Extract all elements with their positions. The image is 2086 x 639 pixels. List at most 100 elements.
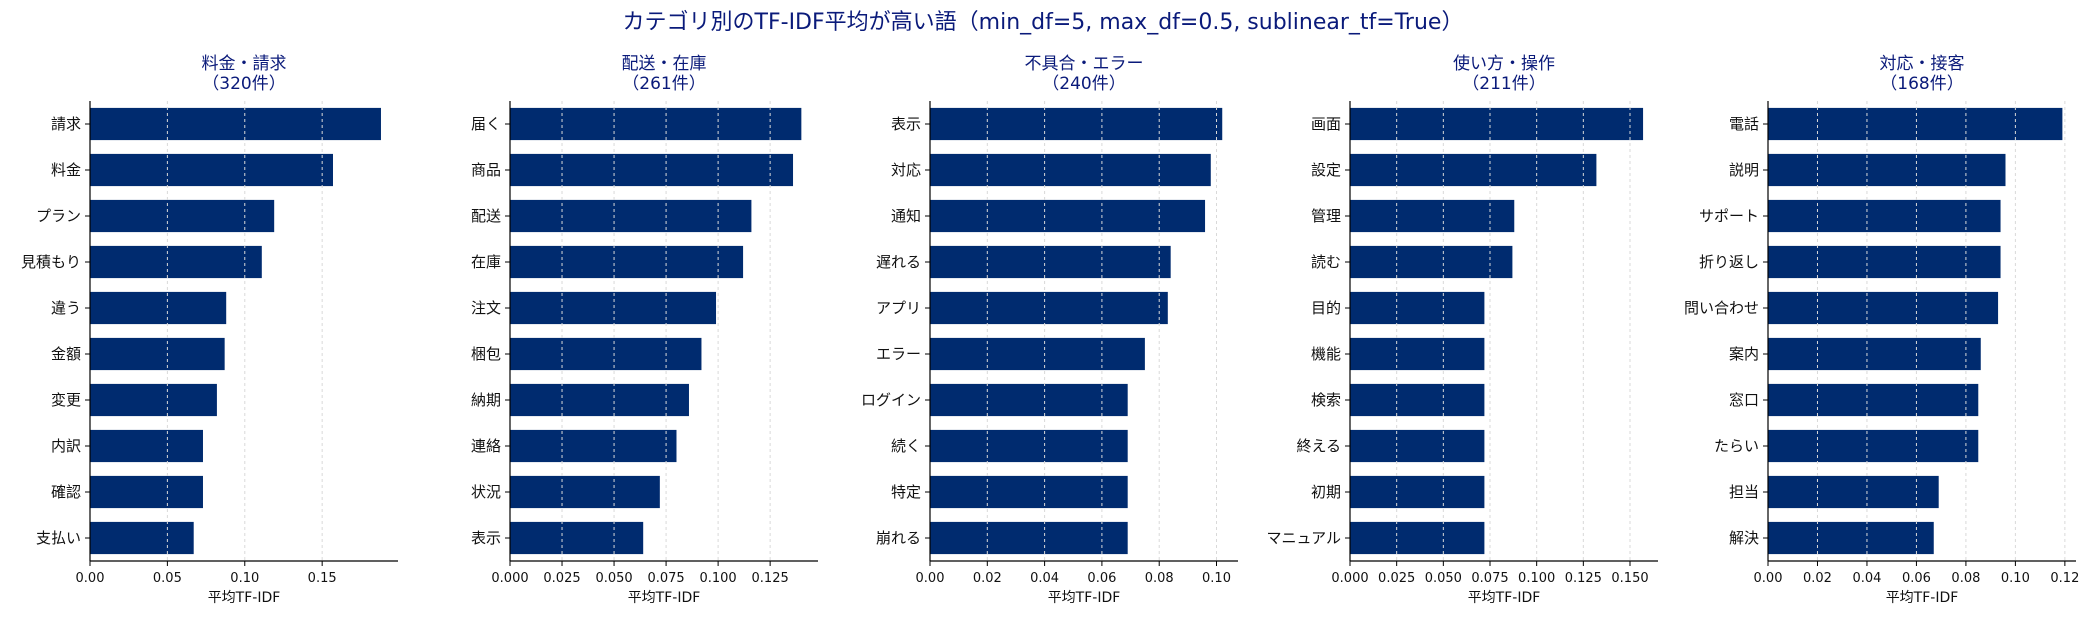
category-label: 通知: [891, 207, 921, 225]
x-tick-label: 0.10: [1202, 571, 1231, 586]
category-label: 支払い: [36, 529, 81, 547]
bar: [90, 153, 333, 187]
x-tick-label: 0.06: [1087, 571, 1116, 586]
bar: [90, 107, 381, 141]
x-tick-label: 0.04: [1852, 571, 1881, 586]
x-axis-label: 平均TF-IDF: [1048, 590, 1121, 606]
chart-subtitle: （168件）: [1880, 74, 1963, 94]
chart-subtitle: （261件）: [622, 74, 705, 94]
bar: [90, 337, 225, 371]
bar: [90, 199, 275, 233]
category-label: 解決: [1729, 529, 1759, 547]
bar: [510, 475, 660, 509]
chart-title: 配送・在庫: [622, 54, 707, 74]
category-label: 料金: [51, 161, 81, 179]
bar: [1768, 245, 2001, 279]
x-tick-label: 0.050: [1425, 571, 1462, 586]
bar: [1350, 521, 1485, 555]
x-tick-label: 0.125: [752, 571, 789, 586]
category-label: サポート: [1699, 207, 1759, 225]
category-label: 管理: [1311, 207, 1341, 225]
x-tick-label: 0.075: [647, 571, 684, 586]
category-label: アプリ: [876, 299, 921, 317]
x-tick-label: 0.10: [2001, 571, 2030, 586]
bar: [1768, 475, 1939, 509]
category-label: 表示: [891, 115, 921, 133]
x-axis-label: 平均TF-IDF: [628, 590, 701, 606]
category-label: 窓口: [1729, 391, 1759, 409]
bar: [930, 475, 1128, 509]
bar: [1350, 199, 1515, 233]
bar: [510, 291, 717, 325]
category-label: 表示: [471, 529, 501, 547]
category-label: 機能: [1311, 345, 1341, 363]
bar: [510, 153, 794, 187]
bar: [1350, 337, 1485, 371]
x-tick-label: 0.02: [1803, 571, 1832, 586]
bar: [90, 475, 203, 509]
bar: [930, 199, 1206, 233]
bar: [1768, 291, 1999, 325]
x-tick-label: 0.100: [1518, 571, 1555, 586]
category-label: 電話: [1729, 115, 1759, 133]
category-label: 説明: [1729, 161, 1759, 179]
x-tick-label: 0.05: [153, 571, 182, 586]
category-label: 届く: [471, 115, 501, 133]
bar: [510, 383, 689, 417]
chart-title: 対応・接客: [1880, 54, 1965, 74]
bar: [930, 521, 1128, 555]
category-label: 画面: [1311, 115, 1341, 133]
x-tick-label: 0.08: [1951, 571, 1980, 586]
category-label: 崩れる: [876, 529, 921, 547]
category-label: 見積もり: [21, 253, 81, 271]
x-axis-label: 平均TF-IDF: [1886, 590, 1959, 606]
category-label: 在庫: [471, 253, 501, 271]
bar: [1350, 153, 1597, 187]
bar: [510, 245, 744, 279]
bar: [510, 107, 802, 141]
bar: [90, 245, 262, 279]
x-tick-label: 0.10: [230, 571, 259, 586]
bar: [1350, 383, 1485, 417]
bar: [1768, 429, 1979, 463]
bar: [930, 153, 1211, 187]
category-label: 初期: [1311, 483, 1341, 501]
x-tick-label: 0.00: [916, 571, 945, 586]
bar: [510, 337, 702, 371]
bar: [930, 245, 1171, 279]
category-label: 請求: [51, 115, 81, 133]
bar: [1768, 199, 2001, 233]
category-label: 検索: [1311, 391, 1341, 409]
category-label: 案内: [1729, 345, 1759, 363]
x-tick-label: 0.15: [308, 571, 337, 586]
category-label: 内訳: [51, 437, 81, 455]
category-label: 違う: [51, 299, 81, 317]
category-label: 問い合わせ: [1684, 299, 1759, 317]
x-axis-label: 平均TF-IDF: [1468, 590, 1541, 606]
chart-subtitle: （211件）: [1462, 74, 1545, 94]
bar: [1350, 107, 1644, 141]
bar: [1768, 383, 1979, 417]
category-label: 終える: [1296, 437, 1341, 455]
category-label: 設定: [1311, 161, 1341, 179]
chart-subtitle: （320件）: [202, 74, 285, 94]
category-label: エラー: [876, 345, 921, 363]
x-tick-label: 0.12: [2050, 571, 2079, 586]
bar: [1768, 107, 2063, 141]
bar: [510, 521, 644, 555]
x-tick-label: 0.00: [76, 571, 105, 586]
chart-title: 料金・請求: [202, 54, 287, 74]
bar: [1350, 475, 1485, 509]
x-tick-label: 0.08: [1145, 571, 1174, 586]
x-tick-label: 0.00: [1754, 571, 1783, 586]
category-label: たらい: [1714, 437, 1759, 455]
bar: [930, 107, 1223, 141]
x-tick-label: 0.000: [1331, 571, 1368, 586]
category-label: 変更: [51, 391, 81, 409]
category-label: 状況: [471, 483, 501, 501]
chart-title: 使い方・操作: [1453, 53, 1555, 74]
